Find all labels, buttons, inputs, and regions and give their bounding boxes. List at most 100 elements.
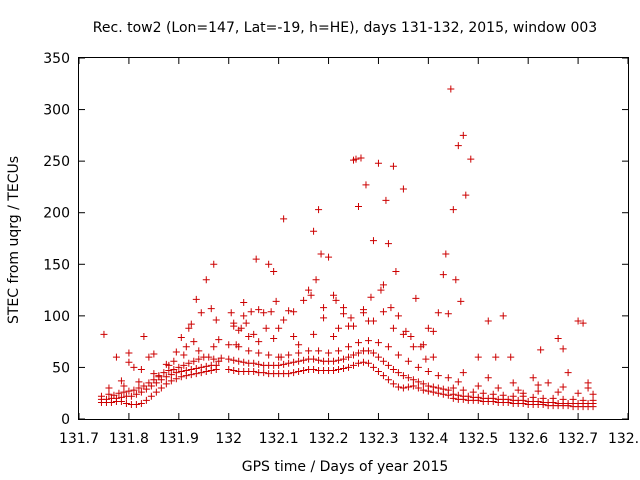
- data-point: [330, 367, 338, 375]
- data-point: [449, 394, 457, 402]
- data-point: [484, 374, 492, 382]
- data-point: [175, 363, 183, 371]
- data-point: [404, 357, 412, 365]
- data-point: [354, 203, 362, 211]
- data-point: [504, 398, 512, 406]
- data-point: [290, 308, 298, 316]
- data-point: [335, 324, 343, 332]
- data-point: [424, 382, 432, 390]
- y-tick-label: 250: [43, 154, 70, 170]
- data-point: [285, 359, 293, 367]
- data-point: [384, 240, 392, 248]
- data-point: [409, 343, 417, 351]
- data-point: [240, 298, 248, 306]
- data-point: [215, 357, 223, 365]
- data-point: [312, 276, 320, 284]
- data-point: [564, 402, 572, 410]
- data-point: [444, 386, 452, 394]
- data-point: [389, 380, 397, 388]
- data-point: [499, 312, 507, 320]
- data-point: [384, 376, 392, 384]
- data-point: [177, 373, 185, 381]
- y-tick-label: 100: [43, 309, 70, 325]
- data-point: [305, 286, 313, 294]
- data-point: [589, 390, 597, 398]
- y-tick-label: 200: [43, 206, 70, 222]
- data-point: [157, 384, 165, 392]
- data-point: [379, 281, 387, 289]
- data-point: [295, 349, 303, 357]
- data-point: [285, 370, 293, 378]
- data-point: [155, 372, 163, 380]
- data-point: [215, 336, 223, 344]
- data-point: [320, 304, 328, 312]
- data-point: [340, 304, 348, 312]
- data-point: [255, 306, 263, 314]
- data-point: [105, 384, 113, 392]
- axis-ticks: 131.7 131.8 131.9 132 132.1 132.2 132.3 132.4 13…: [43, 51, 640, 447]
- data-point: [559, 383, 567, 391]
- data-point: [135, 378, 143, 386]
- data-point: [202, 368, 210, 376]
- data-point: [210, 343, 218, 351]
- data-point: [354, 339, 362, 347]
- data-point: [387, 304, 395, 312]
- data-point: [120, 388, 128, 396]
- data-point: [554, 335, 562, 343]
- data-point: [519, 400, 527, 408]
- data-point: [270, 335, 278, 343]
- data-point: [147, 392, 155, 400]
- data-point: [442, 250, 450, 258]
- data-point: [275, 353, 283, 361]
- data-point: [242, 319, 250, 327]
- x-tick-label: 132.8: [608, 431, 640, 447]
- data-point: [467, 155, 475, 163]
- data-point: [120, 382, 128, 390]
- data-point: [354, 349, 362, 357]
- data-point: [190, 338, 198, 346]
- data-point: [190, 357, 198, 365]
- data-point: [300, 367, 308, 375]
- data-point: [362, 181, 370, 189]
- data-point: [330, 291, 338, 299]
- data-point: [225, 355, 233, 363]
- data-point: [125, 349, 133, 357]
- data-point: [462, 191, 470, 199]
- data-point: [295, 357, 303, 365]
- data-point: [439, 385, 447, 393]
- data-point: [310, 227, 318, 235]
- data-point: [345, 343, 353, 351]
- data-point: [177, 334, 185, 342]
- data-point: [330, 357, 338, 365]
- data-point: [452, 276, 460, 284]
- data-point: [117, 377, 125, 385]
- data-point: [172, 369, 180, 377]
- y-tick-label: 150: [43, 257, 70, 273]
- data-point: [172, 348, 180, 356]
- data-point: [474, 353, 482, 361]
- data-point: [230, 322, 238, 330]
- x-tick-label: 132.4: [408, 431, 448, 447]
- data-point: [165, 361, 173, 369]
- data-point: [245, 332, 253, 340]
- data-point: [382, 196, 390, 204]
- data-point: [359, 306, 367, 314]
- data-point: [529, 393, 537, 401]
- data-point: [330, 332, 338, 340]
- data-point: [272, 297, 280, 305]
- data-point: [392, 268, 400, 276]
- data-point: [559, 395, 567, 403]
- data-point: [539, 394, 547, 402]
- data-point: [290, 358, 298, 366]
- data-point: [514, 386, 522, 394]
- data-point: [539, 401, 547, 409]
- data-point: [250, 368, 258, 376]
- data-point: [574, 389, 582, 397]
- x-tick-label: 132.7: [558, 431, 598, 447]
- data-point: [479, 389, 487, 397]
- data-point: [584, 384, 592, 392]
- data-point: [250, 330, 258, 338]
- data-point: [170, 357, 178, 365]
- data-point: [364, 347, 372, 355]
- data-point: [300, 356, 308, 364]
